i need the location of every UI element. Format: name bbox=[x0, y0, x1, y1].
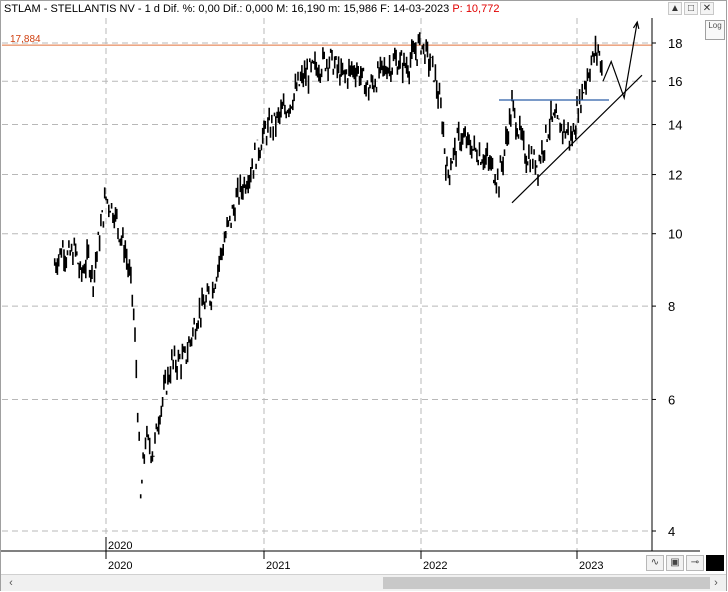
max-label: M: bbox=[276, 3, 289, 15]
save-icon[interactable]: ▣ bbox=[666, 555, 684, 571]
price-bars bbox=[53, 32, 603, 499]
y-tick-label: 14 bbox=[668, 118, 682, 133]
scroll-right-icon[interactable]: › bbox=[714, 577, 718, 589]
projection-path bbox=[602, 21, 638, 101]
price-value: 10,772 bbox=[465, 3, 500, 15]
date-value: 14-03-2023 bbox=[393, 3, 450, 15]
log-scale-button[interactable]: Log bbox=[705, 20, 725, 40]
y-tick-label: 12 bbox=[668, 168, 682, 183]
dif-pct-value: 0,00 bbox=[198, 3, 220, 15]
symbol-label: STLAM - STELLANTIS NV - bbox=[4, 3, 142, 15]
support-trendline bbox=[511, 74, 643, 204]
annotations bbox=[499, 20, 643, 204]
grid bbox=[2, 18, 652, 551]
axes: 4 6 8 10 12 14 16 18 2020 2021 2022 2023 2020 bbox=[1, 18, 700, 572]
dif-pct-label: Dif. %: bbox=[162, 3, 196, 15]
maximize-icon[interactable]: □ bbox=[684, 2, 698, 15]
x-secondary-label: 2020 bbox=[108, 540, 132, 552]
y-tick-label: 10 bbox=[668, 227, 682, 242]
y-tick-label: 18 bbox=[668, 36, 682, 51]
x-tick-label: 2023 bbox=[579, 560, 603, 572]
bottom-toolbar: ∿ ▣ ⊸ bbox=[646, 555, 724, 571]
projection-arrowhead bbox=[632, 20, 640, 30]
scroll-up-icon[interactable]: ▲ bbox=[668, 2, 682, 15]
y-tick-label: 8 bbox=[668, 299, 675, 314]
y-tick-label: 6 bbox=[668, 392, 675, 407]
y-tick-label: 16 bbox=[668, 74, 682, 89]
interval-label: 1 d bbox=[144, 3, 160, 15]
y-tick-label: 4 bbox=[668, 524, 675, 539]
dif-label: Dif.: bbox=[222, 3, 243, 15]
pin-icon[interactable]: ⊸ bbox=[686, 555, 704, 571]
scroll-thumb[interactable] bbox=[383, 577, 710, 589]
price-label: P: bbox=[452, 3, 463, 15]
scroll-left-icon[interactable]: ‹ bbox=[9, 577, 13, 589]
resistance-label: 17,884 bbox=[10, 34, 41, 45]
x-tick-label: 2020 bbox=[108, 560, 132, 572]
color-square-icon[interactable] bbox=[706, 555, 724, 571]
wave-icon[interactable]: ∿ bbox=[646, 555, 664, 571]
max-value: 16,190 bbox=[291, 3, 326, 15]
price-series bbox=[53, 32, 603, 499]
x-tick-label: 2021 bbox=[266, 560, 290, 572]
min-label: m: bbox=[328, 3, 341, 15]
horizontal-scrollbar[interactable]: ‹ › bbox=[1, 574, 726, 591]
date-label: F: bbox=[380, 3, 390, 15]
close-icon[interactable]: ✕ bbox=[700, 2, 714, 15]
dif-value: 0,000 bbox=[245, 3, 274, 15]
window-controls: ▲ □ ✕ bbox=[668, 2, 714, 15]
min-value: 15,986 bbox=[343, 3, 378, 15]
x-tick-label: 2022 bbox=[423, 560, 447, 572]
log-label: Log bbox=[708, 21, 722, 30]
chart-header: STLAM - STELLANTIS NV - 1 d Dif. %: 0,00… bbox=[4, 3, 499, 15]
